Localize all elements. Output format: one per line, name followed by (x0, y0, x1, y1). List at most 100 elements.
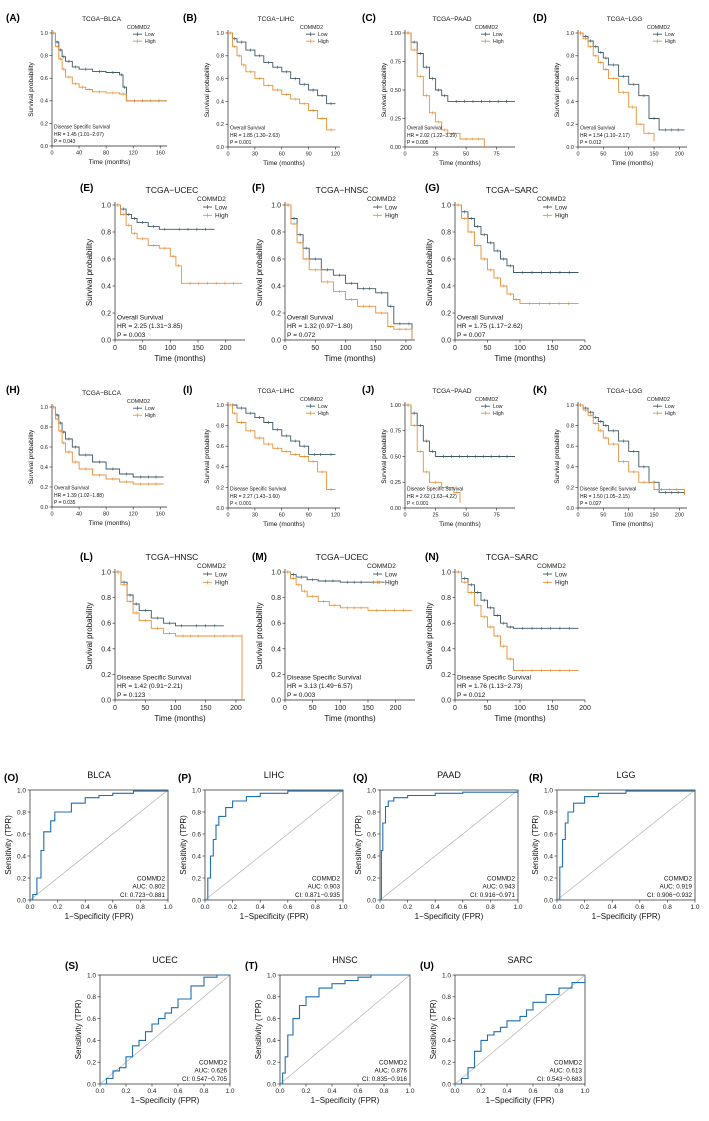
y-tick-label: 1.0 (101, 569, 111, 576)
legend-label: High (318, 39, 329, 45)
annotation-line: P = 0.003 (287, 692, 316, 699)
x-tick-label: 0.4 (147, 1088, 156, 1095)
legend-title: COMMD2 (127, 399, 150, 405)
panel-label: (P) (178, 773, 191, 784)
km-curve-low (115, 571, 224, 627)
reference-diagonal (29, 789, 169, 901)
chart-title: TCGA−UCEC (316, 552, 369, 562)
x-tick-label: 25 (432, 152, 438, 158)
legend-title: COMMD2 (197, 196, 226, 203)
plot-frame (454, 974, 586, 1085)
legend-title: COMMD2 (300, 25, 323, 31)
annotation-line: CI: 0.723−0.881 (120, 892, 165, 899)
x-tick-label: 0.2 (121, 1088, 130, 1095)
annotation-line: P = 0.001 (230, 140, 252, 146)
annotation-line: HR = 1.76 (1.13−2.73) (457, 683, 523, 690)
plot-frame (99, 974, 231, 1085)
y-tick-label: 0.6 (544, 831, 553, 838)
y-axis-label: Sensitivity (TPR) (254, 999, 263, 1059)
x-tick-label: 0.8 (379, 1088, 388, 1095)
km-curve-high (455, 571, 579, 672)
x-tick-label: 0.6 (353, 1088, 362, 1095)
x-tick-label: 1.0 (405, 1088, 414, 1095)
x-tick-label: 1.0 (163, 904, 172, 911)
y-tick-label: 0.2 (271, 310, 281, 317)
y-tick-label: 0.75 (390, 59, 401, 65)
chart-title: UCEC (152, 955, 178, 965)
annotation-line: CI: 0.916−0.971 (470, 892, 515, 899)
x-tick-label: 0 (576, 513, 579, 519)
y-axis-label: Survival probability (425, 239, 434, 306)
km-curve-high (285, 204, 413, 340)
y-tick-label: 0.6 (216, 444, 224, 450)
y-axis-label: Survival probability (85, 239, 94, 306)
annotation-line: P = 0.012 (457, 692, 486, 699)
y-tick-label: 1.0 (267, 972, 276, 979)
y-tick-label: 0.8 (441, 595, 451, 602)
x-tick-label: 0.4 (81, 904, 90, 911)
annotation-line: Disease Specific Survival (407, 487, 463, 493)
legend-label: Low (145, 406, 155, 412)
panel-label: (M) (252, 552, 267, 563)
panel-label: (E) (80, 183, 93, 194)
x-tick-label: 40 (76, 151, 82, 157)
x-tick-label: 0.6 (108, 904, 117, 911)
km-curve-low (455, 204, 579, 273)
y-tick-label: 0.8 (101, 229, 111, 236)
x-tick-label: 0.0 (552, 904, 561, 911)
x-tick-label: 50 (600, 513, 606, 519)
roc-curve (380, 790, 519, 901)
annotation-line: CI: 0.547−0.705 (182, 1076, 227, 1083)
legend-label: Low (555, 204, 567, 211)
y-tick-label: 1.0 (216, 31, 224, 37)
plot-frame (204, 789, 344, 901)
x-axis-label: Time (months) (263, 160, 305, 167)
y-tick-label: 0.4 (192, 853, 201, 860)
annotation-line: Disease Specific Survival (457, 674, 532, 681)
roc-curve (455, 978, 586, 1085)
x-axis-label: Time (months) (263, 521, 305, 528)
y-tick-label: 0.4 (101, 646, 111, 653)
x-tick-label: 100 (514, 705, 526, 712)
chart-title: TCGA−BLCA (82, 16, 121, 23)
annotation-line: P = 0.035 (54, 500, 76, 506)
x-tick-label: 100 (624, 152, 633, 158)
y-axis-label: Survival probability (255, 602, 264, 669)
x-tick-label: 150 (649, 513, 658, 519)
annotation-line: HR = 1.85 (1.30−2.63) (230, 133, 280, 139)
roc-curve (30, 790, 169, 901)
panel-label: (A) (6, 13, 20, 24)
chart-title: LGG (616, 770, 635, 780)
x-tick-label: 0.4 (502, 1088, 511, 1095)
km-curve-high (115, 204, 243, 284)
x-tick-label: 0 (50, 151, 53, 157)
panel-label: (U) (420, 961, 434, 972)
legend-title: COMMD2 (475, 397, 498, 403)
x-tick-label: 150 (547, 705, 559, 712)
x-tick-label: 0.2 (301, 1088, 310, 1095)
legend-label: High (385, 213, 399, 220)
annotation-line: Overall Survival (457, 314, 504, 321)
y-tick-label: 0.8 (271, 229, 281, 236)
annotation-line: Overall Survival (54, 486, 89, 492)
y-tick-label: 0.50 (390, 88, 401, 94)
annotation-line: Disease Specific Survival (287, 674, 362, 681)
legend-label: Low (555, 571, 567, 578)
y-tick-label: 0.2 (566, 122, 574, 128)
panel-label: (B) (183, 13, 197, 24)
y-tick-label: 0.0 (17, 897, 26, 904)
km-panel-j: (J) TCGA−PAAD 0.00 0.25 0.50 0.75 1.00 0 25 50 75 T… (362, 385, 515, 528)
x-tick-label: 0.2 (228, 904, 237, 911)
annotation-line: AUC: 0.876 (374, 1068, 407, 1075)
y-tick-label: 0.6 (40, 76, 48, 82)
km-panel-h: (H) TCGA−BLCA 0.0 0.2 0.4 0.6 0.8 1.0 0 40 80 120 16… (6, 385, 167, 527)
x-tick-label: 160 (156, 151, 165, 157)
x-tick-label: 200 (675, 152, 684, 158)
legend-label: High (318, 411, 329, 417)
y-tick-label: 0.8 (17, 809, 26, 816)
km-curve-low (578, 404, 685, 495)
legend-label: High (215, 580, 229, 587)
y-tick-label: 0.8 (566, 54, 574, 60)
legend-label: Low (493, 32, 503, 38)
